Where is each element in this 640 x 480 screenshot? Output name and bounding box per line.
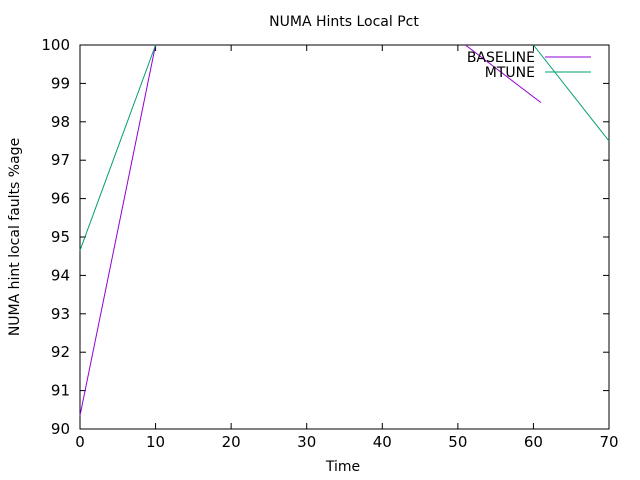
y-tick-label-10: 100 bbox=[41, 36, 70, 54]
x-tick-label-7: 70 bbox=[599, 433, 618, 451]
series-baseline-segment-0 bbox=[79, 44, 157, 416]
y-tick-label-7: 97 bbox=[51, 151, 70, 169]
y-tick-label-5: 95 bbox=[51, 228, 70, 246]
y-axis-label: NUMA hint local faults %age bbox=[7, 138, 23, 336]
series-mtune-segment-0 bbox=[79, 44, 157, 251]
axis-ticks bbox=[79, 44, 610, 430]
legend-label-baseline: BASELINE bbox=[467, 50, 535, 66]
plot-frame bbox=[79, 44, 610, 430]
y-tick-label-6: 96 bbox=[51, 190, 70, 208]
x-tick-label-4: 40 bbox=[373, 433, 392, 451]
x-tick-label-3: 30 bbox=[297, 433, 316, 451]
series-baseline-segment-1 bbox=[465, 44, 542, 103]
y-tick-label-2: 92 bbox=[51, 343, 70, 361]
series-mtune-segment-1 bbox=[533, 44, 610, 142]
x-tick-label-1: 10 bbox=[146, 433, 165, 451]
y-tick-label-8: 98 bbox=[51, 113, 70, 131]
x-tick-label-5: 50 bbox=[448, 433, 467, 451]
x-tick-label-0: 0 bbox=[75, 433, 85, 451]
x-tick-label-2: 20 bbox=[222, 433, 241, 451]
y-tick-label-0: 90 bbox=[51, 420, 70, 438]
y-tick-label-4: 94 bbox=[51, 266, 70, 284]
y-tick-label-3: 93 bbox=[51, 305, 70, 323]
tick-labels: 0 10 20 30 40 50 60 70 90 91 92 93 94 95 96 97 98 99 100 bbox=[41, 36, 618, 451]
x-axis-label: Time bbox=[325, 459, 360, 475]
legend-label-mtune: MTUNE bbox=[485, 65, 535, 81]
series-lines bbox=[79, 44, 610, 416]
y-tick-label-1: 91 bbox=[51, 382, 70, 400]
y-tick-label-9: 99 bbox=[51, 74, 70, 92]
chart-title: NUMA Hints Local Pct bbox=[269, 14, 419, 30]
x-tick-label-6: 60 bbox=[524, 433, 543, 451]
